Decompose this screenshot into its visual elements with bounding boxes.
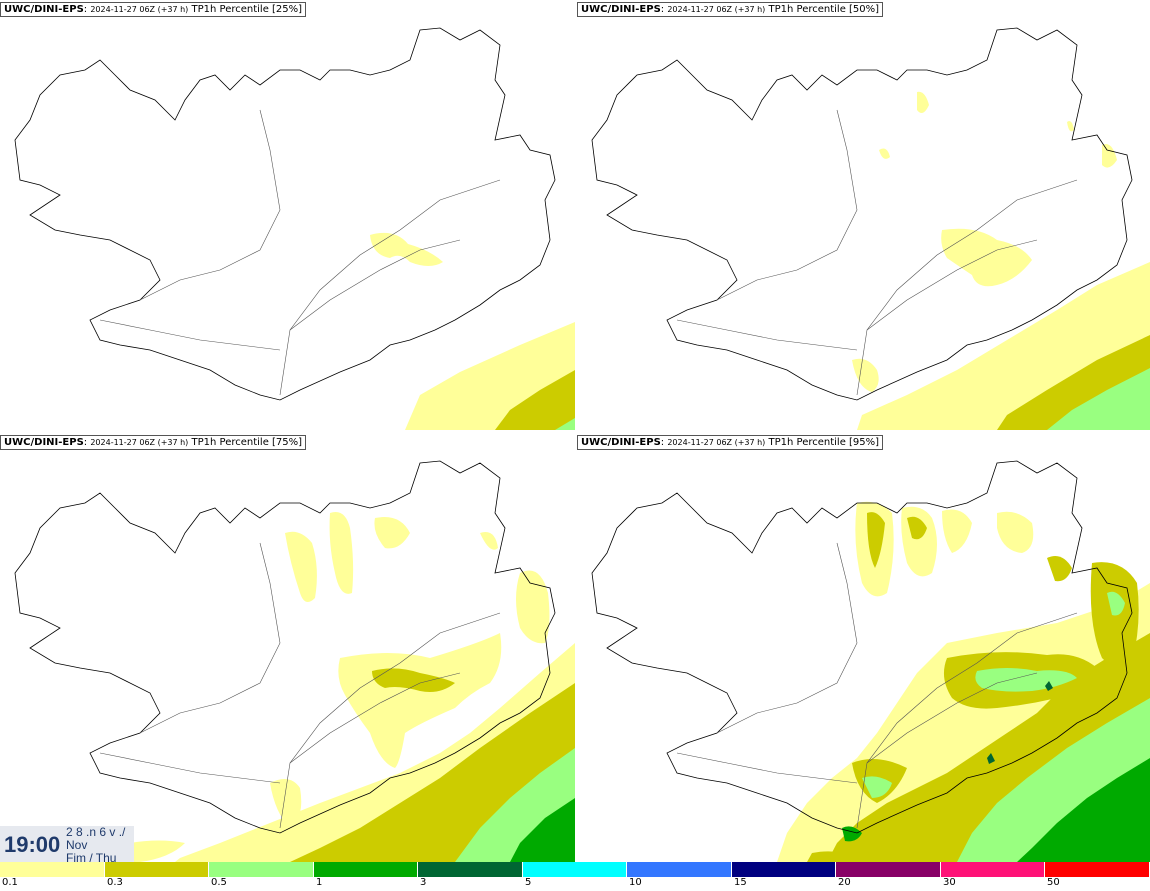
iceland-precip-map xyxy=(591,27,1150,430)
colorbar-segment xyxy=(731,862,837,877)
iceland-precip-map xyxy=(14,27,575,430)
panel-title: UWC/DINI-EPS: 2024-11-27 06Z (+37 h) TP1… xyxy=(0,2,307,17)
colorbar-label: 50 xyxy=(1047,877,1060,888)
roads xyxy=(99,109,501,396)
precip-fields xyxy=(777,501,1150,862)
colorbar-segment xyxy=(836,862,941,877)
colorbar-label: 3 xyxy=(420,877,427,888)
panel-title: UWC/DINI-EPS: 2024-11-27 06Z (+37 h) TP1… xyxy=(577,2,884,17)
map-panel-25: UWC/DINI-EPS: 2024-11-27 06Z (+37 h) TP1… xyxy=(0,0,575,430)
colorbar-segment xyxy=(209,862,314,877)
iceland-precip-map xyxy=(14,460,575,862)
colorbar-label: 0.1 xyxy=(2,877,18,888)
roads xyxy=(99,542,501,829)
colorbar-segment xyxy=(313,862,419,877)
colorbar-label: 30 xyxy=(943,877,956,888)
colorbar-label: 5 xyxy=(525,877,532,888)
colorbar-label: 15 xyxy=(734,877,747,888)
colorbar-label: 10 xyxy=(629,877,642,888)
colorbar-segment xyxy=(522,862,628,877)
map-panel-95: UWC/DINI-EPS: 2024-11-27 06Z (+37 h) TP1… xyxy=(577,433,1150,863)
date-line-1: 2 8 .n 6 v ./ xyxy=(66,826,126,839)
precip-fields xyxy=(130,512,575,862)
colorbar-label: 1 xyxy=(316,877,323,888)
panel-title: UWC/DINI-EPS: 2024-11-27 06Z (+37 h) TP1… xyxy=(577,435,884,450)
map-panel-50: UWC/DINI-EPS: 2024-11-27 06Z (+37 h) TP1… xyxy=(577,0,1150,430)
coastline xyxy=(591,27,1133,401)
colorbar-segment xyxy=(627,862,732,877)
precip-fields xyxy=(370,232,575,430)
valid-date: 2 8 .n 6 v ./ Nov Fim / Thu xyxy=(66,826,125,862)
colorbar-segment xyxy=(104,862,210,877)
map-panel-75: UWC/DINI-EPS: 2024-11-27 06Z (+37 h) TP1… xyxy=(0,433,575,863)
colorbar-segment xyxy=(1045,862,1150,877)
colorbar-segment xyxy=(0,862,105,877)
colorbar-segment xyxy=(418,862,523,877)
roads xyxy=(676,109,1078,396)
coastline xyxy=(14,460,556,834)
precip-fields xyxy=(852,91,1150,430)
valid-time-box: 19:00 2 8 .n 6 v ./ Nov Fim / Thu xyxy=(0,826,134,862)
colorbar-label: 0.3 xyxy=(107,877,123,888)
roads xyxy=(676,542,1078,829)
iceland-precip-map xyxy=(591,460,1150,862)
panel-title: UWC/DINI-EPS: 2024-11-27 06Z (+37 h) TP1… xyxy=(0,435,307,450)
date-line-2: Nov xyxy=(66,838,88,852)
date-line-3: Fim / Thu xyxy=(66,851,117,863)
colorbar-segment xyxy=(940,862,1046,877)
panel-divider-horizontal xyxy=(0,430,1150,433)
coastline xyxy=(591,460,1133,834)
colorbar-label: 0.5 xyxy=(211,877,227,888)
coastline xyxy=(14,27,556,401)
valid-time: 19:00 xyxy=(4,832,61,857)
precip-colorbar xyxy=(0,862,1150,877)
colorbar-label: 20 xyxy=(838,877,851,888)
